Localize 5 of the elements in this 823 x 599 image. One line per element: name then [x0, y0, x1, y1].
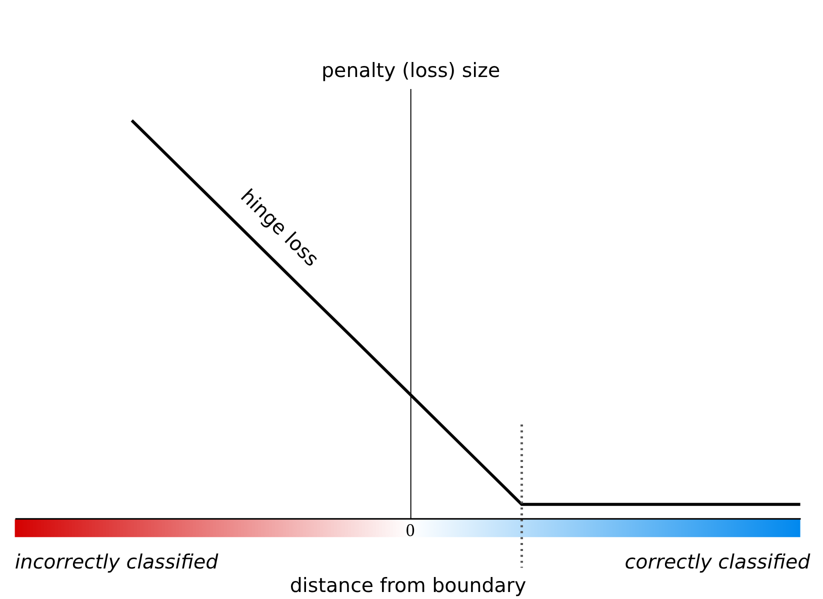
y-axis-title: penalty (loss) size: [322, 59, 500, 82]
text: 0: [406, 520, 415, 540]
x-axis-title: distance from boundary: [290, 574, 527, 597]
text: correctly classified: [624, 550, 811, 574]
text: incorrectly classified: [14, 550, 219, 574]
